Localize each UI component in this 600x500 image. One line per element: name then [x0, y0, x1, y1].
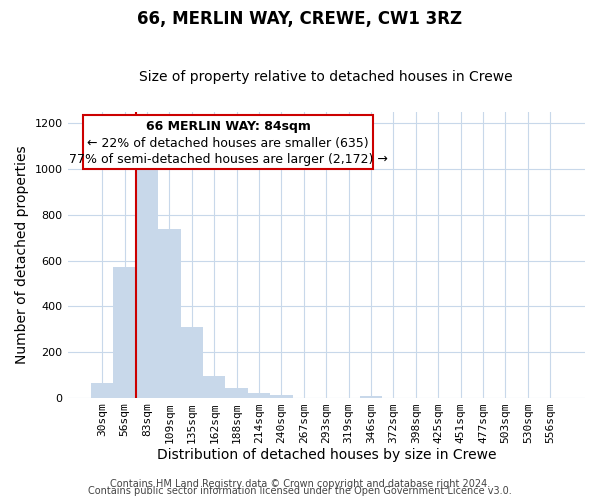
Bar [270, 396, 293, 398]
Text: Contains HM Land Registry data © Crown copyright and database right 2024.: Contains HM Land Registry data © Crown c… [110, 479, 490, 489]
Text: 77% of semi-detached houses are larger (2,172) →: 77% of semi-detached houses are larger (… [68, 153, 388, 166]
Bar [136, 169, 158, 398]
Bar [91, 382, 113, 398]
Bar [360, 396, 382, 398]
Text: 66 MERLIN WAY: 84sqm: 66 MERLIN WAY: 84sqm [146, 120, 310, 134]
X-axis label: Distribution of detached houses by size in Crewe: Distribution of detached houses by size … [157, 448, 496, 462]
Bar [248, 393, 270, 398]
Bar [113, 268, 136, 398]
Text: 66, MERLIN WAY, CREWE, CW1 3RZ: 66, MERLIN WAY, CREWE, CW1 3RZ [137, 10, 463, 28]
Bar [203, 376, 226, 398]
Text: Contains public sector information licensed under the Open Government Licence v3: Contains public sector information licen… [88, 486, 512, 496]
Title: Size of property relative to detached houses in Crewe: Size of property relative to detached ho… [139, 70, 513, 85]
Bar [181, 327, 203, 398]
Bar [226, 388, 248, 398]
Y-axis label: Number of detached properties: Number of detached properties [15, 146, 29, 364]
Text: ← 22% of detached houses are smaller (635): ← 22% of detached houses are smaller (63… [87, 136, 369, 149]
Bar [158, 228, 181, 398]
FancyBboxPatch shape [83, 115, 373, 169]
